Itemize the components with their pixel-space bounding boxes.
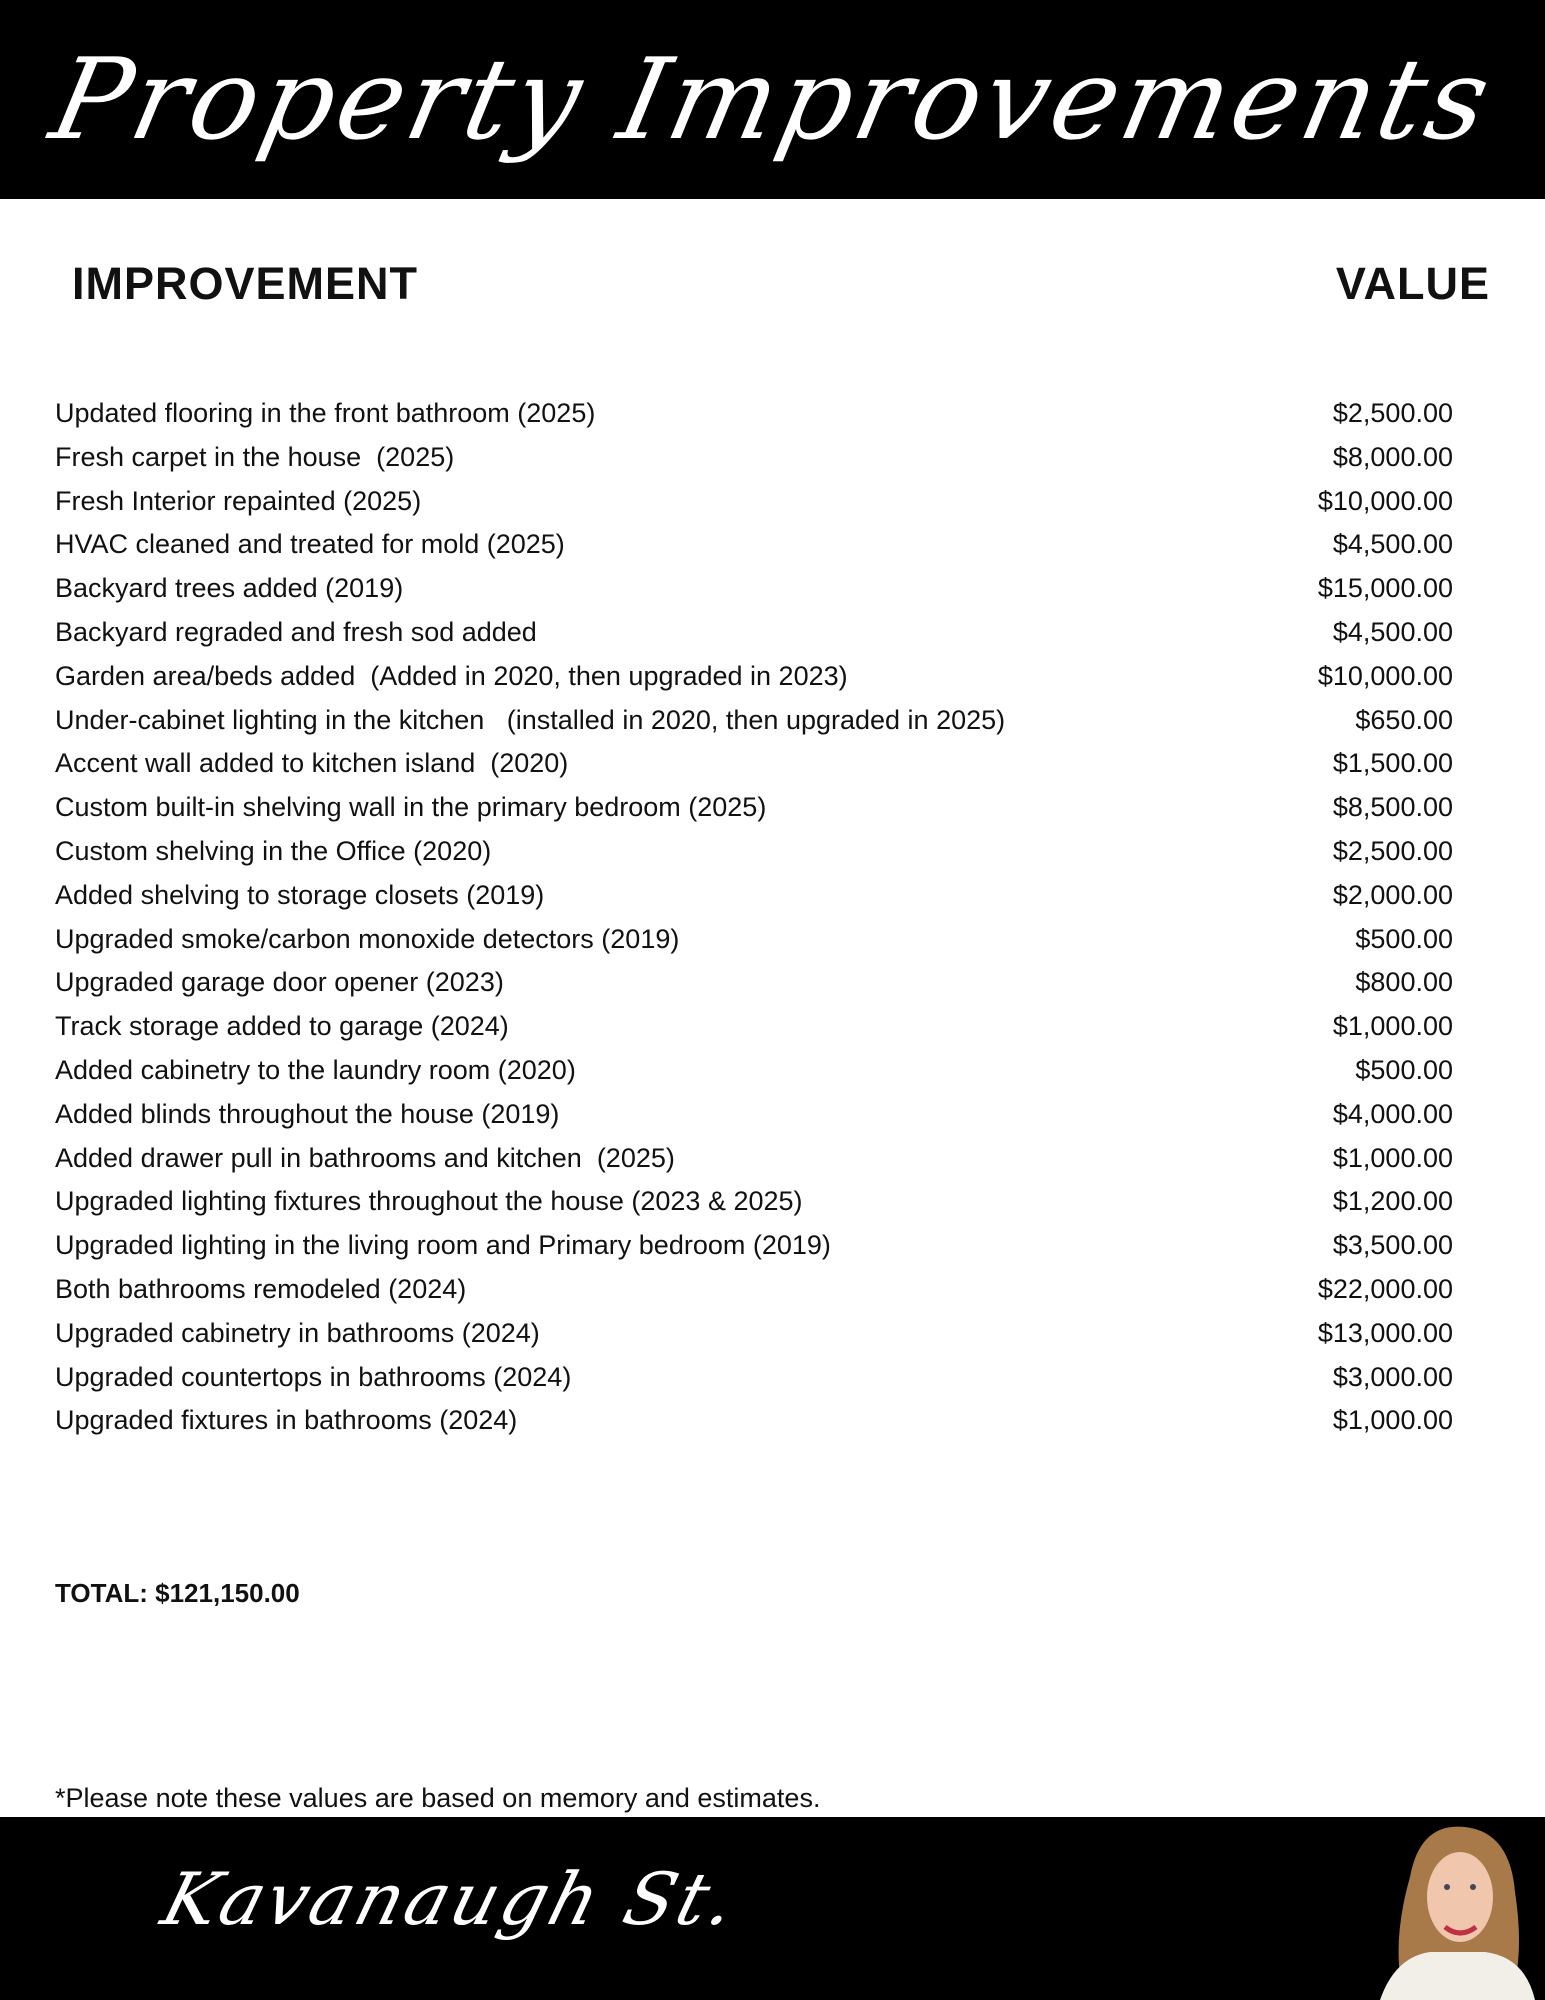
list-item: Accent wall added to kitchen island (202… [55, 743, 1453, 787]
improvement-value: $10,000.00 [1317, 485, 1453, 516]
improvement-name: Upgraded cabinetry in bathrooms (2024) [55, 1317, 540, 1348]
list-item: Custom shelving in the Office (2020) $2,5… [55, 831, 1453, 875]
column-header-value: VALUE [1335, 258, 1490, 309]
list-item: HVAC cleaned and treated for mold (2025)… [55, 524, 1453, 568]
improvement-value: $2,000.00 [1332, 879, 1453, 910]
improvement-name: Backyard regraded and fresh sod added [55, 616, 537, 647]
improvement-name: Both bathrooms remodeled (2024) [55, 1273, 467, 1304]
improvement-value: $1,000.00 [1332, 1011, 1453, 1042]
list-item: Upgraded lighting in the living room and… [55, 1225, 1453, 1269]
list-item: Fresh carpet in the house (2025) $8,000.0… [55, 437, 1453, 481]
improvement-name: Upgraded lighting in the living room and… [55, 1230, 831, 1261]
improvement-name: Fresh Interior repainted (2025) [55, 485, 422, 516]
improvement-value: $1,000.00 [1332, 1142, 1453, 1173]
improvement-value: $15,000.00 [1317, 573, 1453, 604]
improvement-name: Track storage added to garage (2024) [55, 1011, 509, 1042]
improvement-name: Custom built-in shelving wall in the pri… [55, 792, 767, 823]
improvement-value: $2,500.00 [1332, 398, 1453, 428]
improvement-value: $500.00 [1355, 923, 1453, 954]
list-item: Upgraded lighting fixtures throughout th… [55, 1181, 1453, 1225]
list-item: Custom built-in shelving wall in the pri… [55, 787, 1453, 831]
improvement-name: Added shelving to storage closets (2019) [55, 879, 545, 910]
improvement-value: $4,500.00 [1332, 616, 1453, 647]
improvements-list: Updated flooring in the front bathroom (… [55, 393, 1453, 1444]
improvement-name: Backyard trees added (2019) [55, 573, 404, 604]
list-item: Upgraded countertops in bathrooms (2024)… [55, 1357, 1453, 1401]
improvement-name: Upgraded lighting fixtures throughout th… [55, 1186, 803, 1217]
improvement-value: $8,500.00 [1332, 792, 1453, 823]
improvement-value: $13,000.00 [1317, 1317, 1453, 1348]
improvement-name: Added drawer pull in bathrooms and kitch… [55, 1142, 675, 1173]
improvement-name: Added blinds throughout the house (2019) [55, 1098, 560, 1129]
improvement-name: Upgraded countertops in bathrooms (2024) [55, 1361, 572, 1392]
list-item: Upgraded garage door opener (2023) $800.0… [55, 962, 1453, 1006]
improvement-value: $3,500.00 [1332, 1230, 1453, 1261]
improvement-value: $4,500.00 [1332, 529, 1453, 560]
improvement-name: Upgraded fixtures in bathrooms (2024) [55, 1405, 518, 1436]
improvement-value: $10,000.00 [1317, 660, 1453, 691]
list-item: Added shelving to storage closets (2019)… [55, 875, 1453, 919]
list-item: Under-cabinet lighting in the kitchen (i… [55, 700, 1453, 744]
signature: Kavanaugh St. [153, 1857, 748, 1941]
list-item: Fresh Interior repainted (2025) $10,000.0… [55, 481, 1453, 525]
improvement-name: Fresh carpet in the house (2025) [55, 441, 455, 472]
improvement-value: $800.00 [1355, 967, 1453, 998]
list-item: Added drawer pull in bathrooms and kitch… [55, 1138, 1453, 1182]
improvement-value: $2,500.00 [1332, 835, 1453, 866]
improvement-name: Upgraded garage door opener (2023) [55, 967, 504, 998]
list-item: Upgraded smoke/carbon monoxide detectors… [55, 919, 1453, 963]
disclaimer-note: *Please note these values are based on m… [55, 1783, 821, 1813]
list-item: Both bathrooms remodeled (2024) $22,000.0… [55, 1269, 1453, 1313]
page-title: Property Improvements [40, 35, 1505, 165]
list-item: Backyard regraded and fresh sod added $4,… [55, 612, 1453, 656]
improvement-value: $500.00 [1355, 1054, 1453, 1085]
improvement-name: Garden area/beds added (Added in 2020, t… [55, 660, 848, 691]
improvement-value: $1,000.00 [1332, 1405, 1453, 1436]
total: TOTAL: $121,150.00 [55, 1578, 300, 1608]
improvement-name: Updated flooring in the front bathroom (… [55, 398, 596, 428]
improvement-name: Upgraded smoke/carbon monoxide detectors… [55, 923, 680, 954]
list-item: Track storage added to garage (2024) $1,0… [55, 1006, 1453, 1050]
list-item: Updated flooring in the front bathroom (… [55, 393, 1453, 437]
list-item: Added cabinetry to the laundry room (202… [55, 1050, 1453, 1094]
improvement-value: $8,000.00 [1332, 441, 1453, 472]
column-header-improvement: IMPROVEMENT [72, 258, 419, 309]
improvement-value: $1,500.00 [1332, 748, 1453, 779]
improvement-name: HVAC cleaned and treated for mold (2025) [55, 529, 565, 560]
list-item: Upgraded cabinetry in bathrooms (2024) $1… [55, 1313, 1453, 1357]
avatar [1350, 1817, 1545, 2000]
footer-band: Kavanaugh St. [0, 1817, 1545, 2000]
list-item: Backyard trees added (2019) $15,000.00 [55, 568, 1453, 612]
list-item: Added blinds throughout the house (2019)… [55, 1094, 1453, 1138]
improvement-name: Under-cabinet lighting in the kitchen (i… [55, 704, 1006, 735]
improvement-value: $1,200.00 [1332, 1186, 1453, 1217]
improvement-value: $4,000.00 [1332, 1098, 1453, 1129]
header-band: Property Improvements [0, 0, 1545, 199]
improvement-name: Custom shelving in the Office (2020) [55, 835, 492, 866]
improvement-value: $650.00 [1355, 704, 1453, 735]
improvement-name: Accent wall added to kitchen island (202… [55, 748, 569, 779]
improvement-value: $3,000.00 [1332, 1361, 1453, 1392]
list-item: Garden area/beds added (Added in 2020, t… [55, 656, 1453, 700]
list-item: Upgraded fixtures in bathrooms (2024) $1,… [55, 1400, 1453, 1444]
improvement-value: $22,000.00 [1317, 1273, 1453, 1304]
improvement-name: Added cabinetry to the laundry room (202… [55, 1054, 576, 1085]
